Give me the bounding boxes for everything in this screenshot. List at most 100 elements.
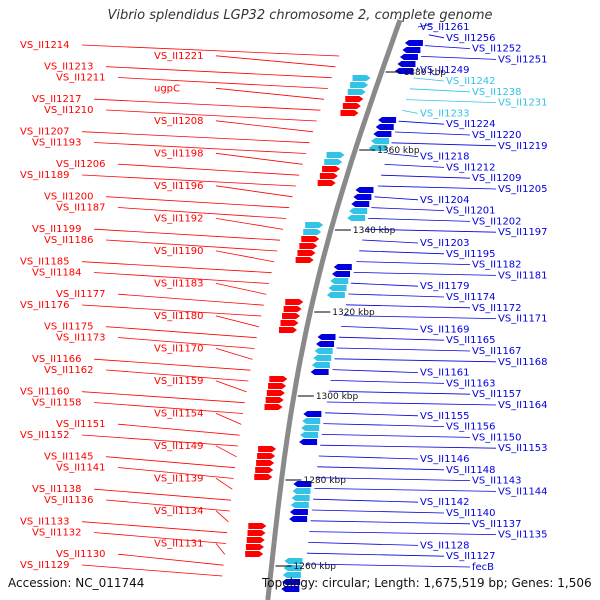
left-gene-label: VS_II1149 xyxy=(154,441,204,452)
right-gene-label: VS_II1231 xyxy=(498,98,548,109)
right-gene-label: VS_II1174 xyxy=(446,292,496,303)
left-leader-line xyxy=(215,412,242,425)
right-gene-label: VS_II1219 xyxy=(498,141,548,152)
reverse-gene-arrow xyxy=(399,54,418,60)
right-gene-label: VS_II1242 xyxy=(446,76,496,87)
chromosome-backbone xyxy=(265,19,403,600)
forward-gene-arrow xyxy=(305,222,324,228)
left-leader-line xyxy=(215,185,293,198)
reverse-gene-arrow xyxy=(281,586,300,592)
right-gene-label: VS_II1212 xyxy=(446,162,496,173)
left-gene-label: VS_II1200 xyxy=(44,192,94,203)
right-gene-label: VS_II1140 xyxy=(446,508,496,519)
forward-gene-arrow xyxy=(285,299,304,305)
right-gene-label: VS_II1201 xyxy=(446,206,496,217)
right-gene-label: VS_II1203 xyxy=(420,238,470,249)
right-leader-line xyxy=(359,250,445,255)
forward-gene-arrow xyxy=(257,453,276,459)
left-gene-label: VS_II1185 xyxy=(20,257,70,268)
forward-gene-arrow xyxy=(350,82,369,88)
reverse-gene-arrow xyxy=(293,481,312,487)
right-leader-line xyxy=(350,282,419,287)
right-leader-line xyxy=(406,99,497,103)
left-leader-line xyxy=(215,152,303,165)
forward-gene-arrow xyxy=(317,180,336,186)
left-leader-line xyxy=(105,66,332,79)
left-gene-label: VS_II1180 xyxy=(154,311,204,322)
left-gene-label: VS_II1132 xyxy=(32,528,82,539)
forward-gene-arrow xyxy=(269,376,288,382)
reverse-gene-arrow xyxy=(371,138,390,144)
right-gene-label: VS_II1148 xyxy=(446,465,496,476)
right-gene-label: VS_II1161 xyxy=(420,368,470,379)
right-leader-line xyxy=(317,466,445,471)
left-leader-line xyxy=(215,445,237,458)
left-leader-line xyxy=(215,478,233,490)
left-leader-line xyxy=(93,228,281,241)
forward-gene-arrow xyxy=(299,243,318,249)
scale-tick-label: 1380 kbp xyxy=(404,68,447,78)
left-leader-line xyxy=(81,391,245,404)
reverse-gene-arrow xyxy=(282,572,301,578)
left-leader-line xyxy=(117,423,240,436)
left-leader-line xyxy=(105,109,317,122)
right-leader-line xyxy=(308,542,419,546)
right-gene-label: VS_II1220 xyxy=(472,130,522,141)
right-leader-line xyxy=(321,434,471,438)
left-gene-label: VS_II1210 xyxy=(44,105,94,116)
scale-tick-label: 1300 kbp xyxy=(316,392,359,402)
right-leader-line xyxy=(356,261,471,265)
left-leader-line xyxy=(81,131,310,144)
right-gene-label: VS_II1128 xyxy=(420,540,470,551)
right-leader-line xyxy=(368,218,471,222)
left-gene-label: VS_II1160 xyxy=(20,387,70,398)
left-gene-label: VS_II1198 xyxy=(154,148,204,159)
forward-gene-arrow xyxy=(282,313,301,319)
reverse-gene-arrow xyxy=(299,439,318,445)
right-gene-label: VS_II1127 xyxy=(446,551,496,562)
forward-gene-arrow xyxy=(245,551,264,557)
left-leader-line xyxy=(81,564,223,577)
right-gene-label: VS_II1155 xyxy=(420,411,470,422)
right-leader-line xyxy=(336,347,471,352)
reverse-gene-arrow xyxy=(326,292,345,298)
scale-tick-label: 1360 kbp xyxy=(377,146,420,156)
reverse-gene-arrow xyxy=(402,47,421,53)
right-gene-label: VS_II1249 xyxy=(420,65,470,76)
left-gene-label: VS_II1196 xyxy=(154,181,204,192)
left-leader-line xyxy=(93,98,321,111)
figure-title: Vibrio splendidus LGP32 chromosome 2, co… xyxy=(107,8,493,23)
left-gene-label: VS_II1186 xyxy=(44,235,94,246)
reverse-gene-arrow xyxy=(353,194,372,200)
forward-gene-arrow xyxy=(245,544,264,550)
scale-tick-label: 1340 kbp xyxy=(353,226,396,236)
left-leader-line xyxy=(117,293,264,306)
right-leader-line xyxy=(402,110,419,114)
right-gene-label: VS_II1165 xyxy=(446,335,496,346)
left-gene-label: VS_II1170 xyxy=(154,343,204,354)
right-leader-line xyxy=(315,477,471,481)
reverse-gene-arrow xyxy=(378,117,397,123)
right-gene-label: VS_II1238 xyxy=(472,87,522,98)
forward-gene-arrow xyxy=(340,110,359,116)
left-gene-label: VS_II1162 xyxy=(44,365,94,376)
forward-gene-arrow xyxy=(247,530,266,536)
right-gene-label: VS_II1167 xyxy=(472,346,522,357)
forward-gene-arrow xyxy=(347,89,366,95)
right-gene-label: VS_II1252 xyxy=(472,44,522,55)
forward-gene-arrow xyxy=(246,537,265,543)
left-gene-label: VS_II1130 xyxy=(56,549,106,560)
right-gene-label: VS_II1146 xyxy=(420,454,470,465)
left-gene-label: VS_II1214 xyxy=(20,40,70,51)
right-gene-label: VS_II1163 xyxy=(446,378,496,389)
left-leader-line xyxy=(215,282,267,295)
left-gene-label: VS_II1152 xyxy=(20,430,70,441)
left-leader-line xyxy=(105,326,257,339)
reverse-gene-arrow xyxy=(404,40,423,46)
left-gene-label: VS_II1158 xyxy=(32,398,82,409)
forward-gene-arrow xyxy=(326,152,345,158)
left-gene-label: VS_II1136 xyxy=(44,495,94,506)
right-gene-label: VS_II1137 xyxy=(472,519,522,530)
right-leader-line xyxy=(313,498,419,503)
right-gene-label: VS_II1202 xyxy=(472,216,522,227)
